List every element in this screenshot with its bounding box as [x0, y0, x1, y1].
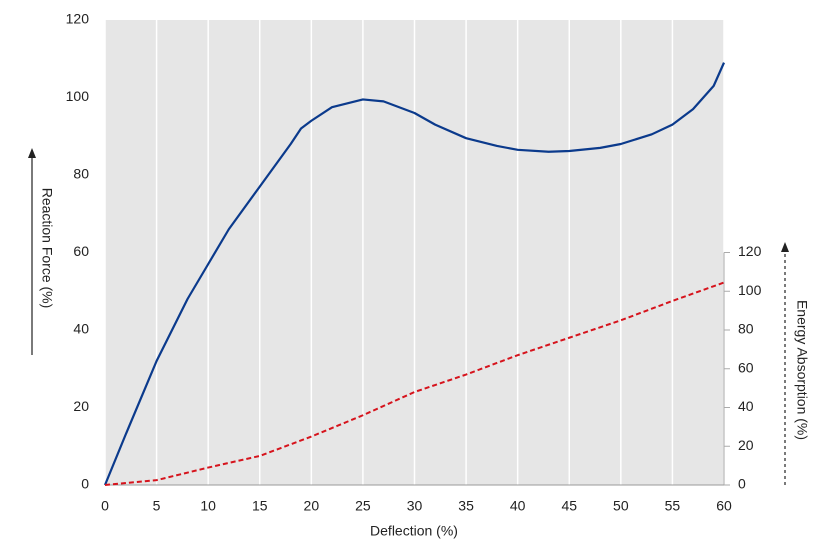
x-tick-label: 60 — [716, 498, 732, 514]
y-tick-label: 120 — [66, 11, 90, 27]
y2-tick-label: 100 — [738, 282, 762, 298]
x-tick-label: 10 — [200, 498, 216, 514]
y-tick-label: 0 — [81, 476, 89, 492]
y2-tick-label: 60 — [738, 359, 754, 375]
x-tick-label: 40 — [510, 498, 526, 514]
y-arrow-head — [28, 148, 36, 158]
x-tick-label: 0 — [101, 498, 109, 514]
x-tick-label: 15 — [252, 498, 268, 514]
y2-axis-label: Energy Absorption (%) — [794, 300, 810, 440]
x-tick-label: 30 — [407, 498, 423, 514]
y2-tick-label: 120 — [738, 243, 762, 259]
y2-tick-label: 80 — [738, 321, 754, 337]
x-tick-label: 35 — [458, 498, 474, 514]
x-tick-label: 55 — [665, 498, 681, 514]
y-tick-label: 80 — [73, 166, 89, 182]
y-tick-label: 40 — [73, 321, 89, 337]
y-tick-label: 100 — [66, 88, 90, 104]
x-tick-label: 25 — [355, 498, 371, 514]
y2-tick-label: 40 — [738, 398, 754, 414]
y2-tick-label: 20 — [738, 437, 754, 453]
x-tick-label: 45 — [561, 498, 577, 514]
series-line — [104, 281, 725, 486]
x-tick-label: 5 — [153, 498, 161, 514]
y2-tick-label: 0 — [738, 476, 746, 492]
y-axis-label: Reaction Force (%) — [39, 188, 55, 309]
y-tick-label: 60 — [73, 243, 89, 259]
x-axis-label: Deflection (%) — [370, 523, 458, 539]
y2-arrow-head — [781, 242, 789, 252]
x-tick-label: 20 — [304, 498, 320, 514]
series-line — [103, 62, 726, 486]
x-tick-label: 50 — [613, 498, 629, 514]
y-tick-label: 20 — [73, 398, 89, 414]
